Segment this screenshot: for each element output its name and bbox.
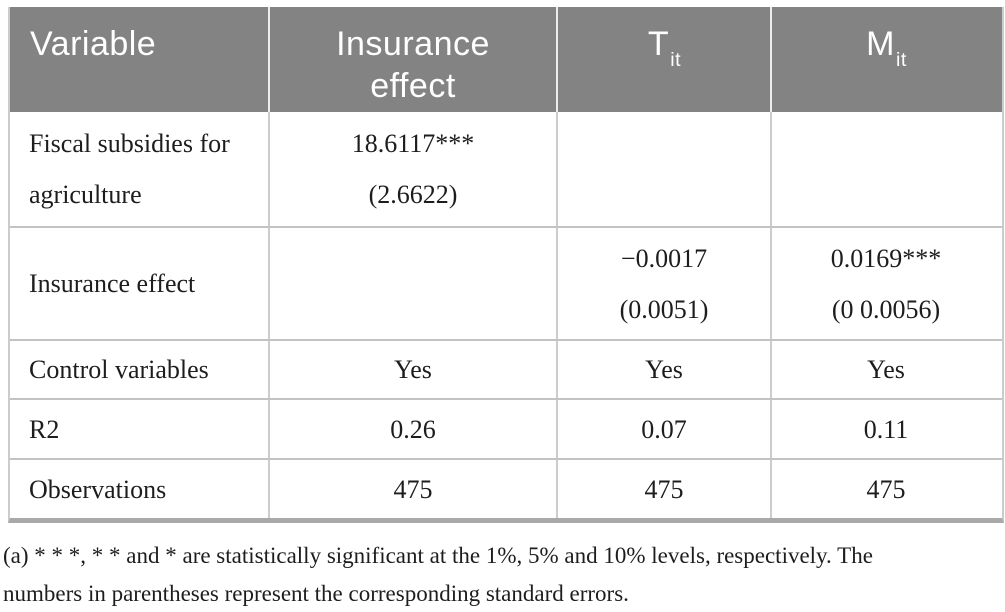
cell-observations-t: 475	[558, 460, 772, 518]
header-label-m-it: Mit	[866, 25, 907, 72]
cell-controls-label: Control variables	[10, 341, 270, 398]
m-subscript: it	[895, 49, 907, 72]
header-cell-variable: Variable	[10, 7, 270, 112]
cell-observations-insurance: 475	[270, 460, 558, 518]
insurance-t-std-error: (0.0051)	[619, 294, 709, 324]
table-header-row: Variable Insurance effect Tit Mit	[10, 7, 1002, 112]
cell-fiscal-label: Fiscal subsidies for agriculture	[10, 112, 270, 226]
footnote-line1: (a) * * *, * * and * are statistically s…	[3, 543, 873, 568]
insurance-m-coefficient: 0.0169***	[830, 243, 942, 273]
insurance-label: Insurance effect	[29, 269, 196, 298]
fiscal-label-line1: Fiscal subsidies for	[29, 129, 230, 158]
row-r2: R2 0.26 0.07 0.11	[10, 400, 1002, 460]
fiscal-std-error: (2.6622)	[368, 180, 458, 209]
cell-controls-m: Yes	[867, 355, 905, 384]
cell-r2-label: R2	[10, 400, 270, 458]
header-cell-insurance-effect: Insurance effect	[270, 7, 558, 112]
regression-results-table: Variable Insurance effect Tit Mit Fiscal…	[8, 7, 1004, 523]
insurance-t-coefficient: −0.0017	[620, 243, 708, 273]
fiscal-label-line2: agriculture	[29, 180, 142, 209]
cell-observations-label: Observations	[10, 460, 270, 518]
row-observations: Observations 475 475 475	[10, 460, 1002, 518]
cell-insurance-label: Insurance effect	[10, 228, 270, 339]
cell-insurance-m: 0.0169*** (0 0.0056)	[772, 228, 1000, 339]
header-cell-t-it: Tit	[558, 7, 772, 112]
header-label-insurance-effect: Insurance effect	[336, 25, 490, 105]
insurance-m-std-error: (0 0.0056)	[831, 294, 941, 324]
cell-insurance-insurance	[270, 228, 558, 339]
cell-controls-t: Yes	[558, 341, 772, 398]
r2-label: R2	[29, 414, 60, 444]
row-fiscal-subsidies: Fiscal subsidies for agriculture 18.6117…	[10, 112, 1002, 228]
cell-controls-insurance: Yes	[270, 341, 558, 398]
header-label-t-it: Tit	[647, 25, 682, 72]
cell-fiscal-m	[772, 112, 1000, 226]
cell-r2-m: 0.11	[863, 414, 909, 444]
t-subscript: it	[670, 49, 682, 72]
row-control-variables: Control variables Yes Yes Yes	[10, 341, 1002, 400]
fiscal-coefficient: 18.6117***	[351, 129, 475, 158]
cell-fiscal-t	[558, 112, 772, 226]
header-label-variable: Variable	[30, 25, 157, 63]
cell-insurance-t: −0.0017 (0.0051)	[558, 228, 772, 339]
footnote-line2: numbers in parentheses represent the cor…	[3, 581, 629, 606]
cell-fiscal-insurance: 18.6117*** (2.6622)	[270, 112, 558, 226]
table-footnote: (a) * * *, * * and * are statistically s…	[3, 537, 1003, 612]
header-cell-m-it: Mit	[772, 7, 1000, 112]
cell-r2-t: 0.07	[558, 400, 772, 458]
row-insurance-effect: Insurance effect −0.0017 (0.0051) 0.0169…	[10, 228, 1002, 341]
cell-observations-m: 475	[866, 474, 906, 504]
cell-r2-insurance: 0.26	[270, 400, 558, 458]
controls-label: Control variables	[29, 355, 209, 384]
observations-label: Observations	[29, 474, 167, 504]
